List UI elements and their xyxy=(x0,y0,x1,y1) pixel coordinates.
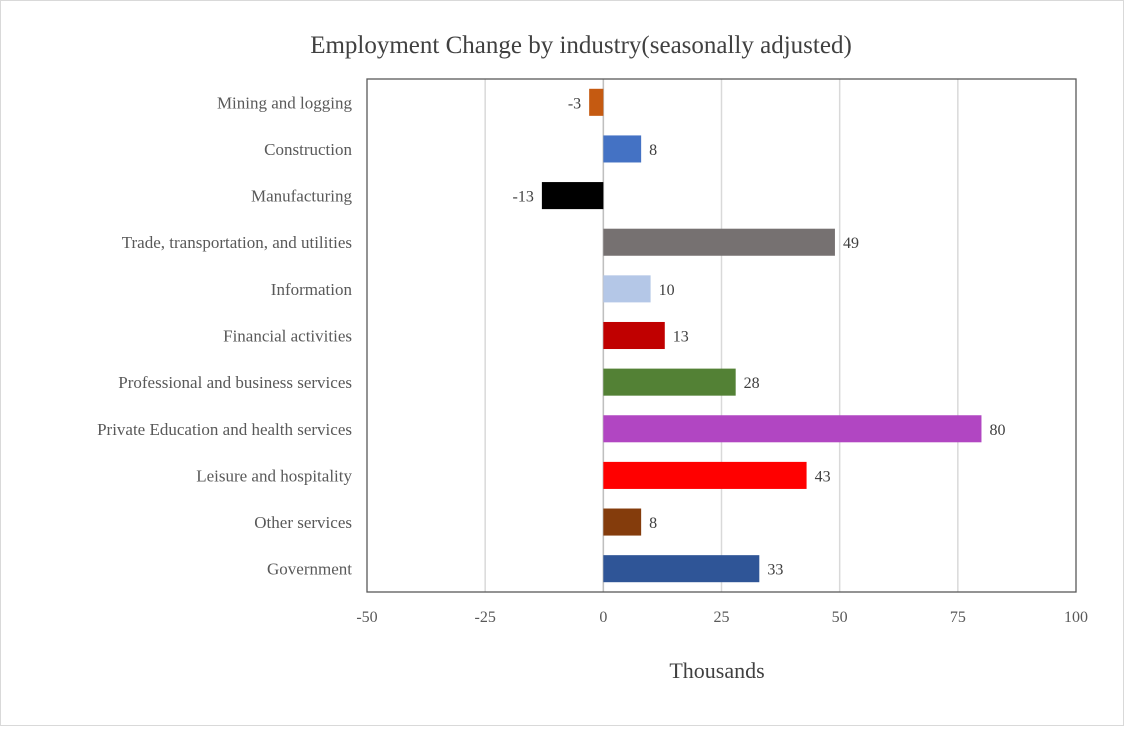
gridlines xyxy=(484,79,959,592)
x-tick-label: 25 xyxy=(714,609,730,626)
bar xyxy=(603,368,736,396)
category-label: Professional and business services xyxy=(118,373,352,392)
x-tick-label: 0 xyxy=(599,609,607,626)
data-label: 49 xyxy=(843,235,859,252)
x-tick-label: -50 xyxy=(356,609,377,626)
category-label: Construction xyxy=(264,140,352,159)
bars xyxy=(541,88,982,583)
category-label: Financial activities xyxy=(223,327,352,346)
category-label: Other services xyxy=(254,513,352,532)
category-label: Leisure and hospitality xyxy=(196,466,352,485)
bar xyxy=(603,275,651,303)
data-label: 33 xyxy=(767,562,783,579)
data-labels: -3 8 -13 49 10 13 28 80 43 8 33 xyxy=(513,95,1006,578)
x-tick-label: -25 xyxy=(475,609,496,626)
x-axis-title: Thousands xyxy=(669,658,764,683)
data-label: -13 xyxy=(513,189,534,206)
bar xyxy=(603,415,982,443)
data-label: 13 xyxy=(673,329,689,346)
category-label: Government xyxy=(267,560,352,579)
chart-title: Employment Change by industry(seasonally… xyxy=(310,32,852,59)
x-tick-label: 75 xyxy=(950,609,966,626)
category-label: Trade, transportation, and utilities xyxy=(122,233,352,252)
data-label: 80 xyxy=(989,422,1005,439)
bar xyxy=(589,88,604,116)
data-label: 8 xyxy=(649,515,657,532)
data-label: 28 xyxy=(744,375,760,392)
category-label: Manufacturing xyxy=(251,187,353,206)
bar xyxy=(603,321,665,350)
data-label: -3 xyxy=(568,95,581,112)
x-tick-labels: -50 -25 0 25 50 75 100 xyxy=(356,609,1088,626)
bar xyxy=(541,182,604,210)
data-label: 43 xyxy=(815,468,831,485)
data-label: 8 xyxy=(649,142,657,159)
category-labels: Mining and logging Construction Manufactur… xyxy=(97,93,352,578)
bar xyxy=(603,555,760,583)
category-label: Information xyxy=(271,280,353,299)
data-label: 10 xyxy=(659,282,675,299)
x-tick-label: 100 xyxy=(1064,609,1088,626)
bar xyxy=(603,228,835,256)
x-tick-label: 50 xyxy=(832,609,848,626)
bar xyxy=(603,461,807,489)
plot-area-border xyxy=(366,78,1077,593)
bar xyxy=(603,508,642,536)
category-label: Private Education and health services xyxy=(97,420,352,439)
bar xyxy=(603,135,642,163)
category-label: Mining and logging xyxy=(217,93,353,112)
